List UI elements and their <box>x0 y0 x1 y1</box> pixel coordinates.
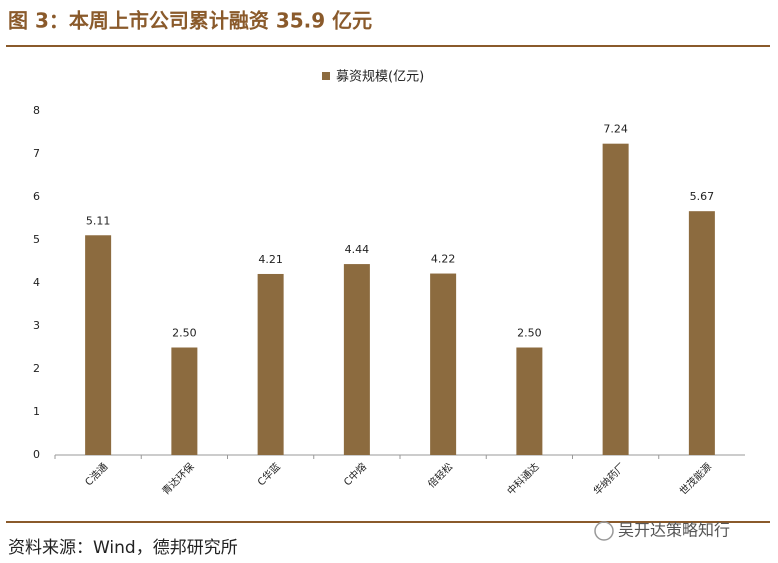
value-label: 2.50 <box>172 327 197 340</box>
chart-title: 图 3：本周上市公司累计融资 35.9 亿元 <box>8 9 372 33</box>
legend-label: 募资规模(亿元) <box>336 70 424 85</box>
y-tick-label: 6 <box>33 190 40 203</box>
value-label: 5.67 <box>690 190 715 203</box>
bar <box>602 143 629 455</box>
x-tick-label: 世茂能源 <box>677 460 714 497</box>
x-tick-label: 倍轻松 <box>425 460 455 490</box>
value-label: 4.22 <box>431 253 456 266</box>
x-tick-label: 华纳药厂 <box>590 460 627 497</box>
bar <box>343 264 370 455</box>
x-tick-label: 青达环保 <box>159 460 196 497</box>
y-tick-label: 0 <box>33 448 40 461</box>
value-label: 2.50 <box>517 327 542 340</box>
value-label: 5.11 <box>86 214 111 227</box>
y-tick-label: 4 <box>33 276 40 289</box>
watermark-icon <box>594 521 614 541</box>
source-note: 资料来源：Wind，德邦研究所 <box>8 538 238 558</box>
bar <box>516 347 543 455</box>
x-tick-label: C中熔 <box>341 460 369 488</box>
y-tick-label: 3 <box>33 319 40 332</box>
bar <box>688 211 715 455</box>
bar <box>171 347 198 455</box>
bar <box>85 235 112 455</box>
y-tick-label: 1 <box>33 405 40 418</box>
x-tick-label: C华蓝 <box>255 460 283 488</box>
y-tick-label: 7 <box>33 147 40 160</box>
y-tick-label: 8 <box>33 104 40 117</box>
bar <box>257 273 284 455</box>
x-tick-label: C浩通 <box>83 461 111 489</box>
value-label: 4.21 <box>258 253 283 266</box>
bar <box>430 273 457 455</box>
y-tick-label: 5 <box>33 233 40 246</box>
x-tick-label: 中科通达 <box>504 460 541 497</box>
value-label: 7.24 <box>603 123 628 136</box>
value-label: 4.44 <box>345 243 370 256</box>
legend-swatch <box>322 72 330 80</box>
y-tick-label: 2 <box>33 362 40 375</box>
watermark: 吴开达策略知行 <box>618 521 730 540</box>
